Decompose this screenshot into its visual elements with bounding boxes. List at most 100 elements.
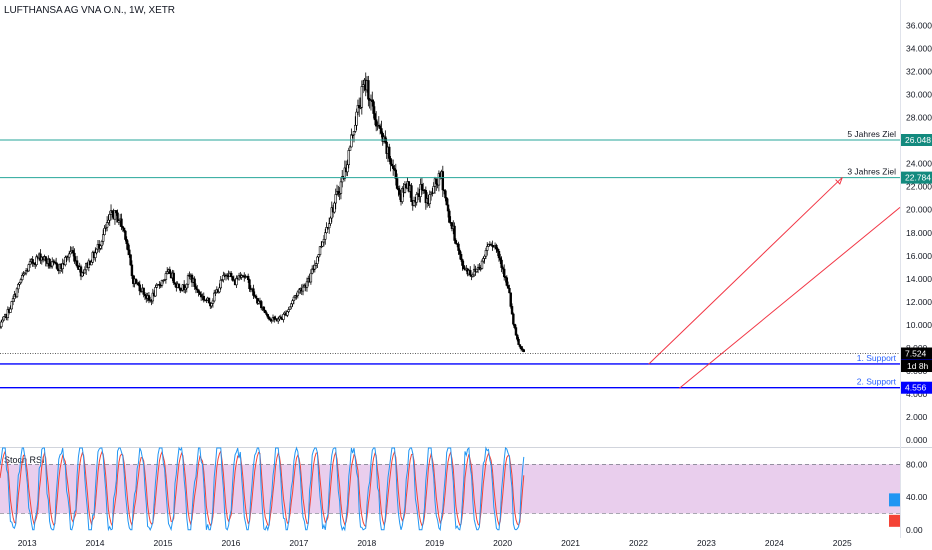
candle-body xyxy=(373,113,377,121)
candle-body xyxy=(506,285,510,289)
candle-body xyxy=(445,197,448,206)
candle-body xyxy=(15,288,19,298)
level-badge xyxy=(901,171,932,184)
countdown-badge xyxy=(901,360,932,373)
stoch-band xyxy=(0,464,900,514)
candle-body xyxy=(69,251,72,255)
candle-body xyxy=(222,274,225,281)
candle-body xyxy=(121,226,124,229)
candle-body xyxy=(254,295,258,299)
candle-body xyxy=(410,185,413,202)
candle-body xyxy=(469,270,472,276)
candle-body xyxy=(508,287,511,294)
candle-body xyxy=(235,277,238,286)
time-tick-label: 2022 xyxy=(629,538,648,548)
candle-body xyxy=(401,188,404,202)
candle-body xyxy=(113,210,117,220)
candle-body xyxy=(282,314,285,320)
candle-body xyxy=(103,227,106,235)
candle-body xyxy=(202,295,205,301)
candle-body xyxy=(107,219,110,223)
candle-body xyxy=(207,297,211,304)
candle-body xyxy=(320,245,323,248)
candle-body xyxy=(318,246,322,255)
candle-body xyxy=(415,194,418,203)
candle-body xyxy=(180,289,183,292)
candle-body xyxy=(182,284,186,290)
candle-body xyxy=(503,268,506,278)
countdown-text: 1d 8h xyxy=(907,361,929,371)
candle-body xyxy=(95,248,98,254)
candle-body xyxy=(384,136,387,143)
trend-arrow-line xyxy=(648,177,843,365)
time-tick-label: 2015 xyxy=(154,538,173,548)
candle-body xyxy=(333,202,336,213)
candle-body xyxy=(324,232,327,240)
candle-body xyxy=(419,184,422,197)
candle-body xyxy=(0,326,2,328)
candle-body xyxy=(516,334,519,340)
candle-body xyxy=(432,186,435,194)
candle-body xyxy=(129,254,132,266)
candle-body xyxy=(459,254,463,260)
level-label: 3 Jahres Ziel xyxy=(847,167,896,177)
price-tick-label: 28.000 xyxy=(906,113,932,123)
candle-body xyxy=(337,191,340,195)
candle-body xyxy=(210,303,213,307)
candle-body xyxy=(522,349,526,352)
candle-body xyxy=(359,107,362,109)
candle-body xyxy=(478,266,481,269)
candle-body xyxy=(356,105,360,113)
candle-body xyxy=(219,279,222,289)
candle-body xyxy=(360,86,364,108)
candle-body xyxy=(115,210,118,214)
candle-body xyxy=(512,313,515,325)
candle-body xyxy=(184,287,187,290)
candle-body xyxy=(518,344,522,347)
candle-body xyxy=(479,268,482,270)
candle-body xyxy=(509,292,512,307)
candle-body xyxy=(505,277,509,286)
candle-body xyxy=(347,150,350,166)
candle-body xyxy=(48,258,51,267)
candle-body xyxy=(334,194,337,204)
stoch-k-badge xyxy=(889,493,900,507)
candle-body xyxy=(288,306,292,310)
candle-body xyxy=(10,301,13,310)
stoch-rsi-pane: 80.00 40.00 0.00 xyxy=(0,446,928,535)
candle-body xyxy=(27,264,30,272)
candle-body xyxy=(252,288,255,296)
candle-body xyxy=(513,323,516,328)
candle-body xyxy=(325,227,328,233)
candle-body xyxy=(296,291,300,296)
candle-body xyxy=(435,178,438,185)
candle-body xyxy=(160,280,164,286)
candle-body xyxy=(371,99,374,102)
candle-body xyxy=(395,178,399,189)
candle-body xyxy=(297,289,301,293)
candle-body xyxy=(165,271,169,274)
candle-body xyxy=(194,286,198,290)
time-tick-label: 2016 xyxy=(221,538,240,548)
candle-body xyxy=(462,265,465,270)
time-tick-label: 2023 xyxy=(697,538,716,548)
candle-body xyxy=(501,267,505,270)
candle-body xyxy=(177,283,181,289)
price-tick-label: 34.000 xyxy=(906,43,932,53)
candle-body xyxy=(105,222,109,228)
candle-body xyxy=(108,214,111,221)
time-tick-label: 2014 xyxy=(86,538,105,548)
time-axis: 2013 2014 2015 2016 2017 2018 2019 2020 2021 2022… xyxy=(18,538,852,548)
candle-body xyxy=(168,269,172,274)
candle-body xyxy=(0,321,3,328)
candle-body xyxy=(83,269,87,274)
stoch-tick-label: 0.00 xyxy=(906,525,923,535)
time-tick-label: 2019 xyxy=(425,538,444,548)
time-tick-label: 2025 xyxy=(833,538,852,548)
level-label: 5 Jahres Ziel xyxy=(847,129,896,139)
candle-body xyxy=(173,282,177,285)
candle-body xyxy=(295,295,298,297)
last-price-text: 7.524 xyxy=(905,349,927,359)
